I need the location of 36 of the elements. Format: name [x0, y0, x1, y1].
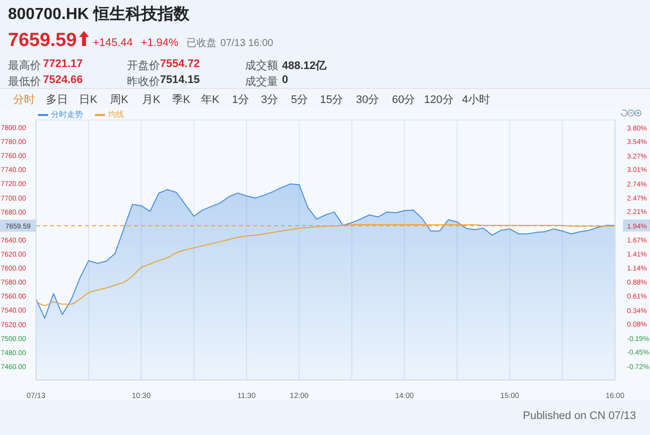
text: 最低价	[8, 75, 41, 89]
text: +1.94%	[140, 37, 178, 49]
text: 7524.66	[43, 74, 83, 86]
text: 4小时	[462, 93, 490, 107]
text: 1分	[232, 93, 250, 107]
text: 成交额	[245, 58, 278, 73]
text: 7514.15	[160, 74, 200, 86]
text: 5分	[291, 93, 308, 107]
legend-label: 分时走势	[50, 109, 83, 120]
text: 成交量	[245, 74, 278, 89]
text: 最高价	[8, 58, 41, 73]
chart-title: 800700.HK 恒生科技指数	[8, 4, 190, 25]
text: 周K	[110, 93, 128, 107]
text: 7659.59	[8, 30, 77, 52]
text: 7721.17	[43, 58, 83, 70]
text: 07/13 16:00	[220, 38, 274, 49]
text: 15分	[320, 93, 344, 107]
text: 日K	[79, 93, 98, 107]
text: 年K	[201, 93, 220, 107]
text: 季K	[172, 93, 190, 107]
legend-label: 均线	[107, 109, 124, 120]
text: 488.12亿	[282, 59, 327, 73]
text: 0	[282, 74, 288, 86]
text: Published on CN 07/13	[522, 410, 636, 422]
text: 30分	[356, 93, 380, 107]
text: 已收盘	[186, 37, 216, 50]
text: 月K	[142, 93, 160, 107]
text: 开盘价	[127, 59, 160, 73]
text: 7554.72	[160, 58, 200, 70]
text: 3分	[261, 93, 278, 107]
text: 昨收价	[127, 75, 160, 89]
text: +145.44	[92, 37, 133, 49]
text: 60分	[392, 93, 416, 107]
text: 多日	[46, 93, 68, 107]
text: 120分	[424, 93, 454, 107]
text: 分时	[13, 93, 35, 107]
